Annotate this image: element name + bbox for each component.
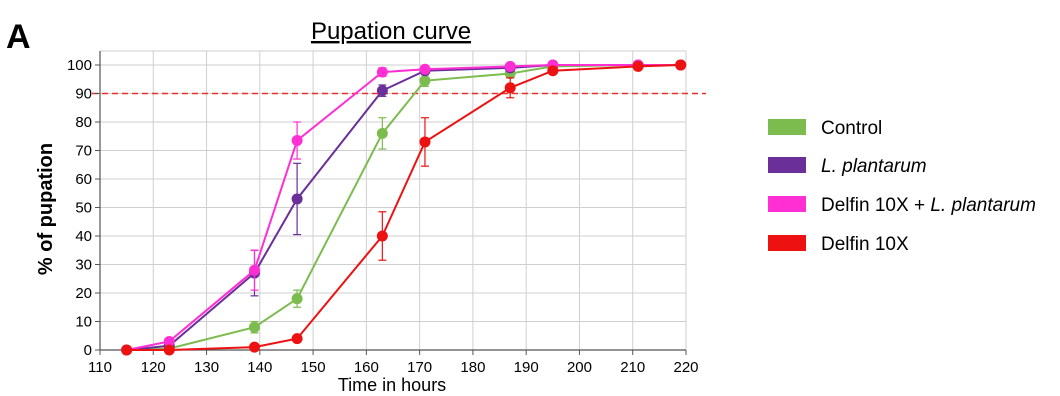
legend-label-part: L. plantarum <box>930 195 1036 216</box>
y-tick-label: 40 <box>75 228 92 245</box>
y-tick-label: 20 <box>75 285 92 302</box>
data-point <box>248 341 260 353</box>
y-tick-label: 60 <box>75 171 92 188</box>
data-point <box>291 293 303 305</box>
grid-lines <box>99 50 687 351</box>
data-point <box>504 60 516 72</box>
series-group <box>121 59 687 356</box>
data-point <box>376 66 388 78</box>
data-point <box>376 85 388 97</box>
axes: 0 10 20 30 40 50 60 70 80 90 100 110 120 130 140 150 160… <box>67 51 699 376</box>
legend-swatch <box>768 119 806 135</box>
data-point <box>675 59 687 71</box>
data-point <box>291 135 303 147</box>
legend-label-part: Delfin 10X + <box>821 195 930 216</box>
x-tick-label: 200 <box>567 359 592 376</box>
x-axis-label: Time in hours <box>338 375 446 395</box>
y-tick-label: 10 <box>75 314 92 331</box>
data-point <box>163 335 175 347</box>
legend-label: Delfin 10X + L. plantarum <box>821 195 1036 216</box>
x-tick-label: 140 <box>247 359 272 376</box>
data-point <box>419 136 431 148</box>
x-tick-label: 110 <box>88 359 112 376</box>
x-tick-label: 180 <box>460 359 485 376</box>
x-tick-label: 160 <box>354 359 379 376</box>
data-point <box>248 321 260 333</box>
series-3 <box>121 59 687 356</box>
legend-label: L. plantarum <box>821 156 927 177</box>
y-axis-label: % of pupation <box>35 143 57 275</box>
legend-label-part: L. plantarum <box>821 156 927 177</box>
data-point <box>376 230 388 242</box>
x-tick-label: 150 <box>301 359 326 376</box>
data-point <box>291 193 303 205</box>
series-line <box>126 64 681 351</box>
data-point <box>121 344 133 356</box>
legend-label-part: Delfin 10X <box>821 234 909 255</box>
series-line <box>126 64 681 351</box>
y-tick-label: 70 <box>75 143 92 160</box>
data-point <box>376 127 388 139</box>
data-point <box>547 65 559 77</box>
y-tick-label: 30 <box>75 257 92 274</box>
y-tick-label: 50 <box>75 200 92 217</box>
legend-label: Delfin 10X <box>821 234 909 255</box>
panel-letter: A <box>6 18 31 56</box>
y-tick-label: 90 <box>75 86 92 103</box>
data-point <box>163 344 175 356</box>
x-tick-label: 220 <box>673 359 698 376</box>
data-point <box>632 60 644 72</box>
x-tick-label: 120 <box>141 359 166 376</box>
legend-label: Control <box>821 118 882 139</box>
data-point <box>419 75 431 87</box>
legend-swatch <box>768 235 806 251</box>
legend-swatch <box>768 157 806 173</box>
y-tick-label: 0 <box>84 342 92 359</box>
x-tick-label: 130 <box>194 359 219 376</box>
data-point <box>504 82 516 94</box>
legend-swatch <box>768 196 806 212</box>
data-point <box>291 333 303 345</box>
data-point <box>419 63 431 75</box>
x-tick-label: 190 <box>514 359 539 376</box>
legend-label-part: Control <box>821 118 882 139</box>
chart-title: Pupation curve <box>311 18 471 45</box>
data-point <box>248 264 260 276</box>
x-tick-label: 210 <box>620 359 645 376</box>
y-tick-label: 80 <box>75 114 92 131</box>
y-tick-label: 100 <box>67 57 92 74</box>
x-tick-label: 170 <box>407 359 432 376</box>
